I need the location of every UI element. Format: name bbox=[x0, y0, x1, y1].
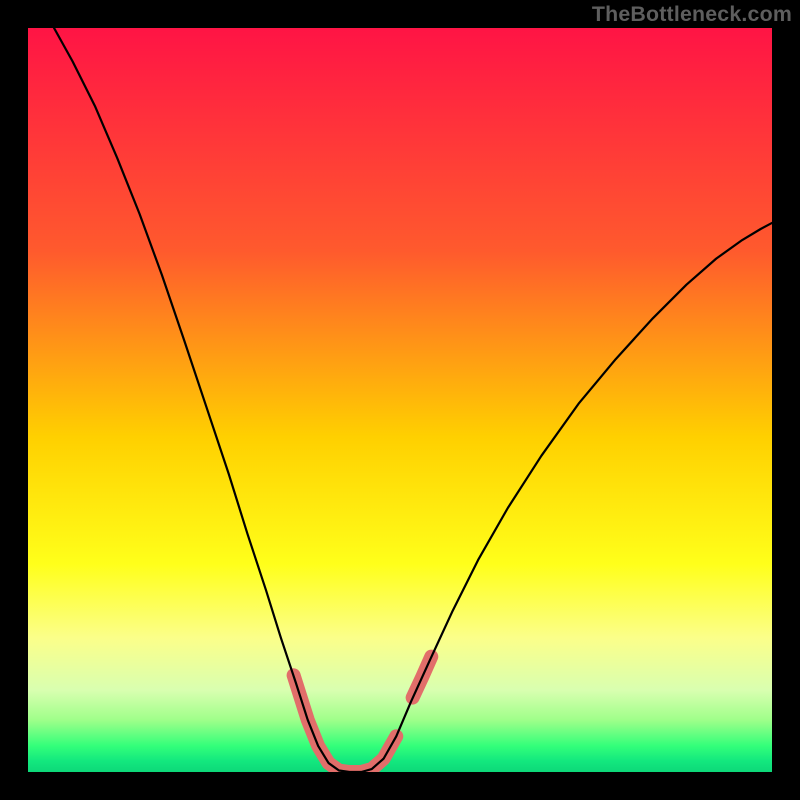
bottleneck-curve-chart bbox=[28, 28, 772, 772]
chart-background bbox=[28, 28, 772, 772]
chart-area bbox=[28, 28, 772, 772]
watermark-text: TheBottleneck.com bbox=[592, 2, 792, 27]
